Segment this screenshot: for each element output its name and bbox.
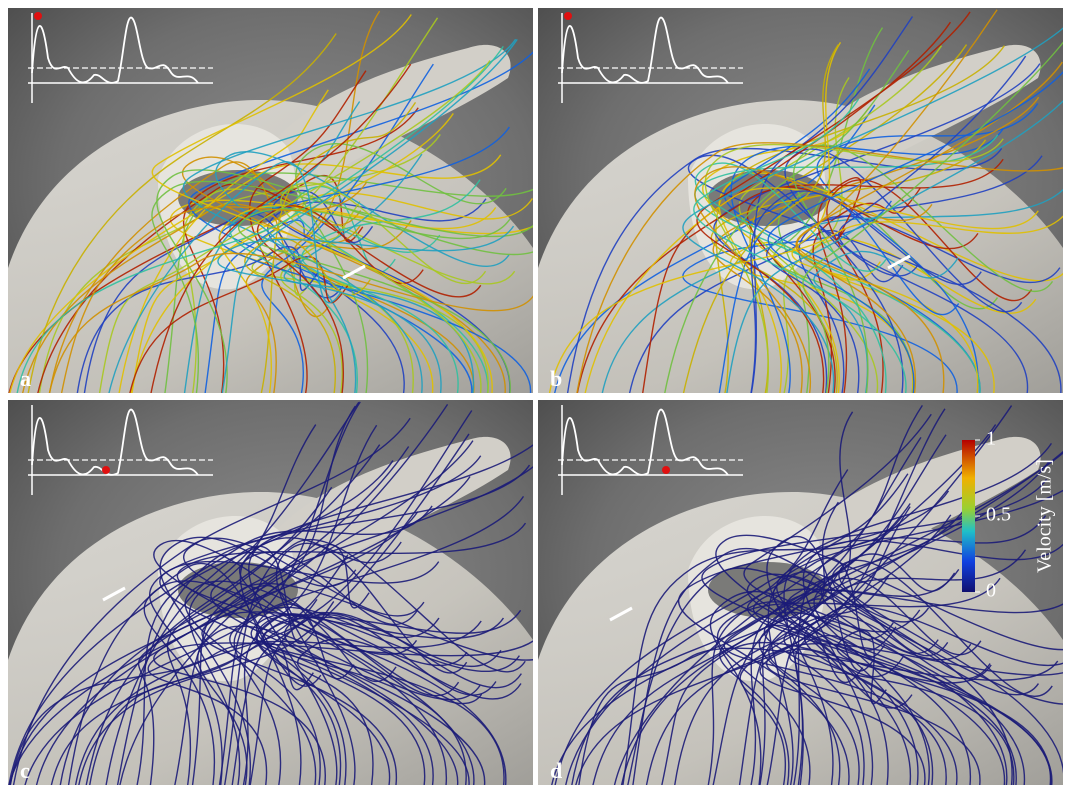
- panel-label: b: [550, 366, 562, 391]
- panel-label: a: [20, 366, 31, 391]
- inset-marker: [564, 12, 572, 20]
- panel-label: d: [550, 758, 562, 783]
- colorbar-tick-label: 0: [986, 580, 996, 602]
- inset-marker: [34, 12, 42, 20]
- inset-marker: [662, 466, 670, 474]
- panel-label: c: [20, 758, 30, 783]
- colorbar-scale: [962, 440, 975, 592]
- colorbar-tick-label: 1: [986, 428, 996, 450]
- panel: a: [8, 8, 552, 398]
- colorbar-title: Velocity [m/s]: [1034, 459, 1056, 573]
- panel: b: [538, 8, 1072, 398]
- panel-content: [8, 8, 552, 398]
- panel-content: [538, 8, 1072, 398]
- panel-content: [8, 400, 558, 787]
- colorbar-tick-label: 0.5: [986, 504, 1011, 526]
- inset-marker: [102, 466, 110, 474]
- panel: c: [8, 400, 558, 787]
- figure: a b c d Velocity [m/s] 1 0.5 0: [0, 0, 1072, 787]
